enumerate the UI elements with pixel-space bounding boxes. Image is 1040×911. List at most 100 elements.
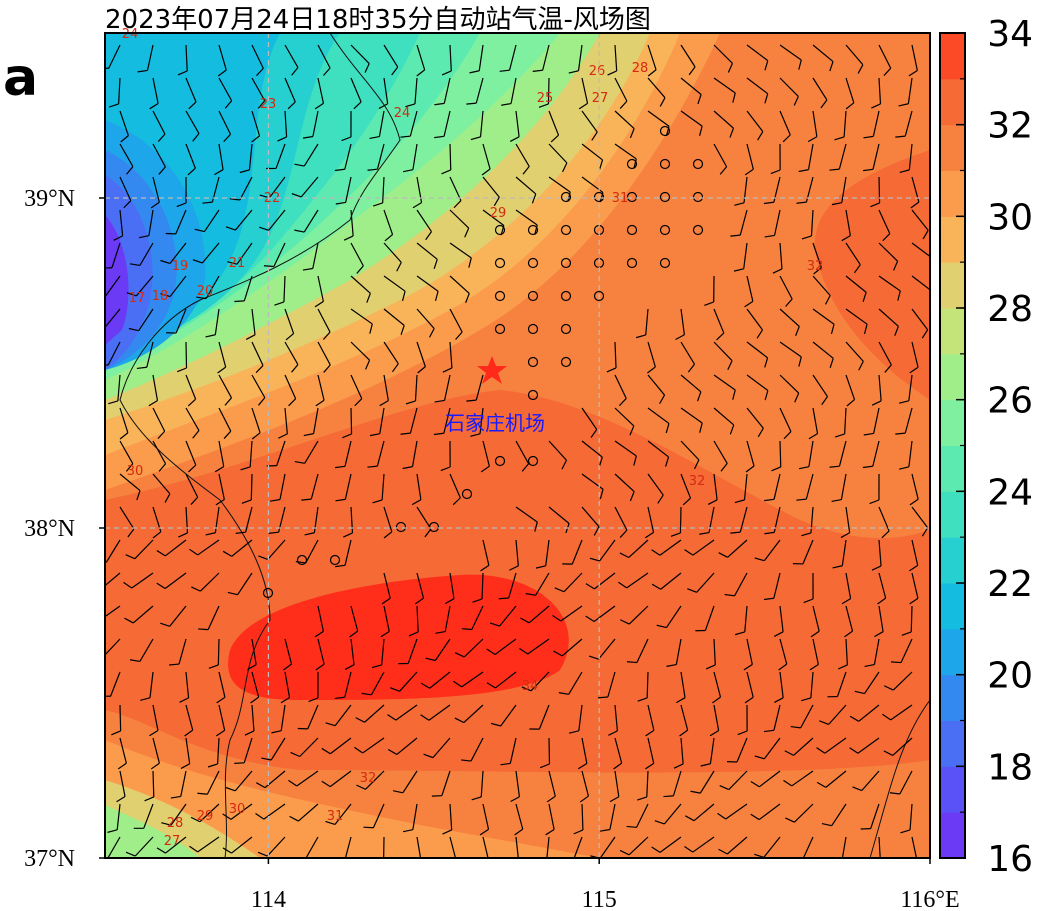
wind-barb [858,704,880,722]
wind-barb-flag [619,619,630,625]
wind-barb-flag [831,499,842,503]
wind-barb [704,605,715,631]
colorbar-tick-label: 34 [987,14,1033,55]
wind-barb-flag [606,367,617,373]
wind-barb-flag [864,664,875,668]
wind-barb-flag [176,367,187,373]
wind-barb-flag [408,631,419,637]
wind-barb-flag [374,863,383,866]
contour-label: 30 [229,802,246,817]
wind-barb [362,737,385,754]
wind-barb-flag [217,366,227,374]
wind-barb-flag [644,531,654,539]
wind-barb-flag [111,730,121,736]
wind-barb [845,77,855,103]
wind-barb [434,638,451,661]
wind-barb-flag [732,389,736,400]
wind-barb-flag [665,126,670,137]
wind-barb [838,440,847,467]
wind-barb [449,572,455,599]
wind-barb-flag [136,490,141,501]
wind-barb-flag [158,463,167,472]
wind-barb-flag [381,597,391,605]
wind-barb-flag [454,717,465,724]
wind-barb-flag [717,812,727,820]
wind-barb [500,704,517,727]
wind-barb-flag [274,301,285,306]
wind-barb [779,671,784,698]
wind-barb-flag [215,729,225,737]
wind-barb [416,836,422,858]
wind-barb-flag [619,849,630,856]
wind-barb [111,242,121,268]
wind-barb [581,77,589,104]
wind-barb-flag [782,134,791,143]
station-calm [560,257,572,269]
wind-barb [911,506,929,529]
wind-barb-flag [539,763,550,769]
wind-barb-flag [90,615,98,621]
wind-barb [515,440,530,465]
wind-barb-flag [416,69,426,77]
wind-barb-flag [764,390,769,401]
wind-barb-flag [480,564,490,572]
wind-barb [370,671,385,696]
wind-barb-flag [93,654,102,658]
wind-barb [844,407,847,434]
wind-barb-flag [734,499,745,504]
wind-barb-flag [637,796,647,801]
wind-barb [812,110,818,137]
wind-barb [581,440,603,458]
station-calm [560,224,572,236]
wind-barb-flag [125,554,136,560]
wind-barb [636,638,649,663]
wind-barb [416,605,419,633]
wind-barb [230,803,253,820]
wind-barb [329,770,352,788]
wind-barb-flag [688,66,696,76]
wind-barb [845,374,856,400]
wind-barb-flag [434,135,445,139]
wind-barb-flag [225,786,236,792]
wind-barb-flag [241,499,252,504]
wind-barb-flag [801,235,812,240]
wind-barb [515,506,538,523]
wind-barb-flag [832,565,843,569]
wind-barb-flag [519,647,529,655]
wind-barb [178,638,187,665]
wind-barb [350,44,370,64]
wind-barb-flag [222,550,233,557]
colorbar-frame [939,32,966,859]
wind-barb-flag [578,763,588,770]
wind-barb [725,803,748,820]
wind-barb-flag [832,863,842,865]
wind-barb [350,374,363,399]
contour-label: 25 [537,91,554,106]
wind-barb-flag [899,466,910,470]
wind-barb [548,176,571,193]
wind-barb-flag [645,762,655,770]
wind-barb [793,803,814,823]
wind-barb-flag [599,828,611,832]
wind-barb-flag [553,650,563,657]
wind-barb [251,407,261,433]
wind-barb [152,143,166,168]
wind-barb-flag [849,747,859,754]
station-calm [494,323,506,335]
wind-barb-flag [858,361,864,371]
wind-barb-flag [863,135,874,139]
wind-barb-flag [619,529,628,538]
wind-barb-flag [335,201,346,205]
wind-barb [201,242,220,264]
wind-barb-flag [334,696,345,700]
wind-barb [857,737,880,754]
wind-barb-flag [164,493,171,503]
wind-barb-flag [149,102,159,110]
wind-barb [284,110,288,137]
wind-barb-flag [629,128,635,139]
wind-barb-flag [354,746,364,754]
wind-barb-flag [314,102,324,110]
x-tick-label: 115 [582,887,617,911]
wind-barb-flag [514,828,524,836]
wind-barb-flag [863,432,874,436]
